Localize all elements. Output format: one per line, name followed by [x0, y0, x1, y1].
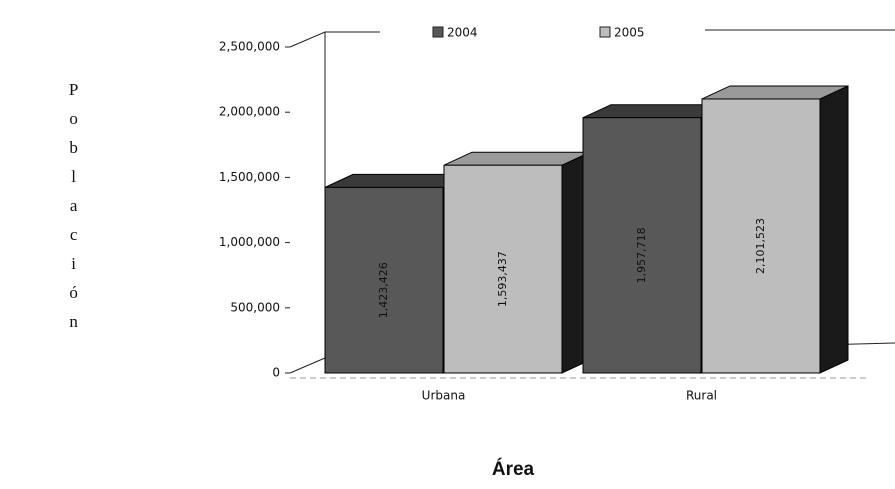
legend-label: 2005: [614, 26, 645, 40]
bar: [324, 186, 444, 374]
bar-side: [819, 85, 849, 374]
back-wall: [289, 31, 326, 374]
y-tick-label: 500,000: [230, 300, 280, 314]
legend-label: 2004: [447, 26, 478, 40]
x-tick-label: Rural: [686, 389, 717, 403]
legend-swatch: [432, 26, 444, 38]
y-tick-label: 1,000,000: [219, 235, 280, 249]
legend-swatch: [599, 26, 611, 38]
data-label: 1,423,426: [377, 262, 390, 318]
data-label: 2,101,523: [754, 218, 767, 274]
data-label: 1,957,718: [635, 227, 648, 283]
bar: [443, 164, 563, 374]
y-tick-label: 1,500,000: [219, 170, 280, 184]
y-tick-label: 0: [272, 366, 280, 380]
bar: [701, 98, 821, 374]
y-tick-label: 2,000,000: [219, 105, 280, 119]
y-tick-label: 2,500,000: [219, 40, 280, 54]
y-axis-label: Población: [64, 80, 83, 341]
bar: [582, 117, 702, 374]
x-tick-label: Urbana: [422, 389, 466, 403]
data-label: 1,593,437: [496, 251, 509, 307]
x-axis-label: Área: [492, 458, 535, 480]
